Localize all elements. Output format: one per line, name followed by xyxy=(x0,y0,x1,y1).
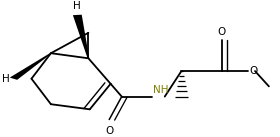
Text: H: H xyxy=(1,74,9,84)
Text: H: H xyxy=(73,1,81,11)
Polygon shape xyxy=(73,15,89,58)
Text: O: O xyxy=(105,126,113,136)
Polygon shape xyxy=(10,53,52,80)
Text: O: O xyxy=(218,27,226,37)
Text: NH: NH xyxy=(153,85,168,95)
Text: O: O xyxy=(249,66,258,76)
